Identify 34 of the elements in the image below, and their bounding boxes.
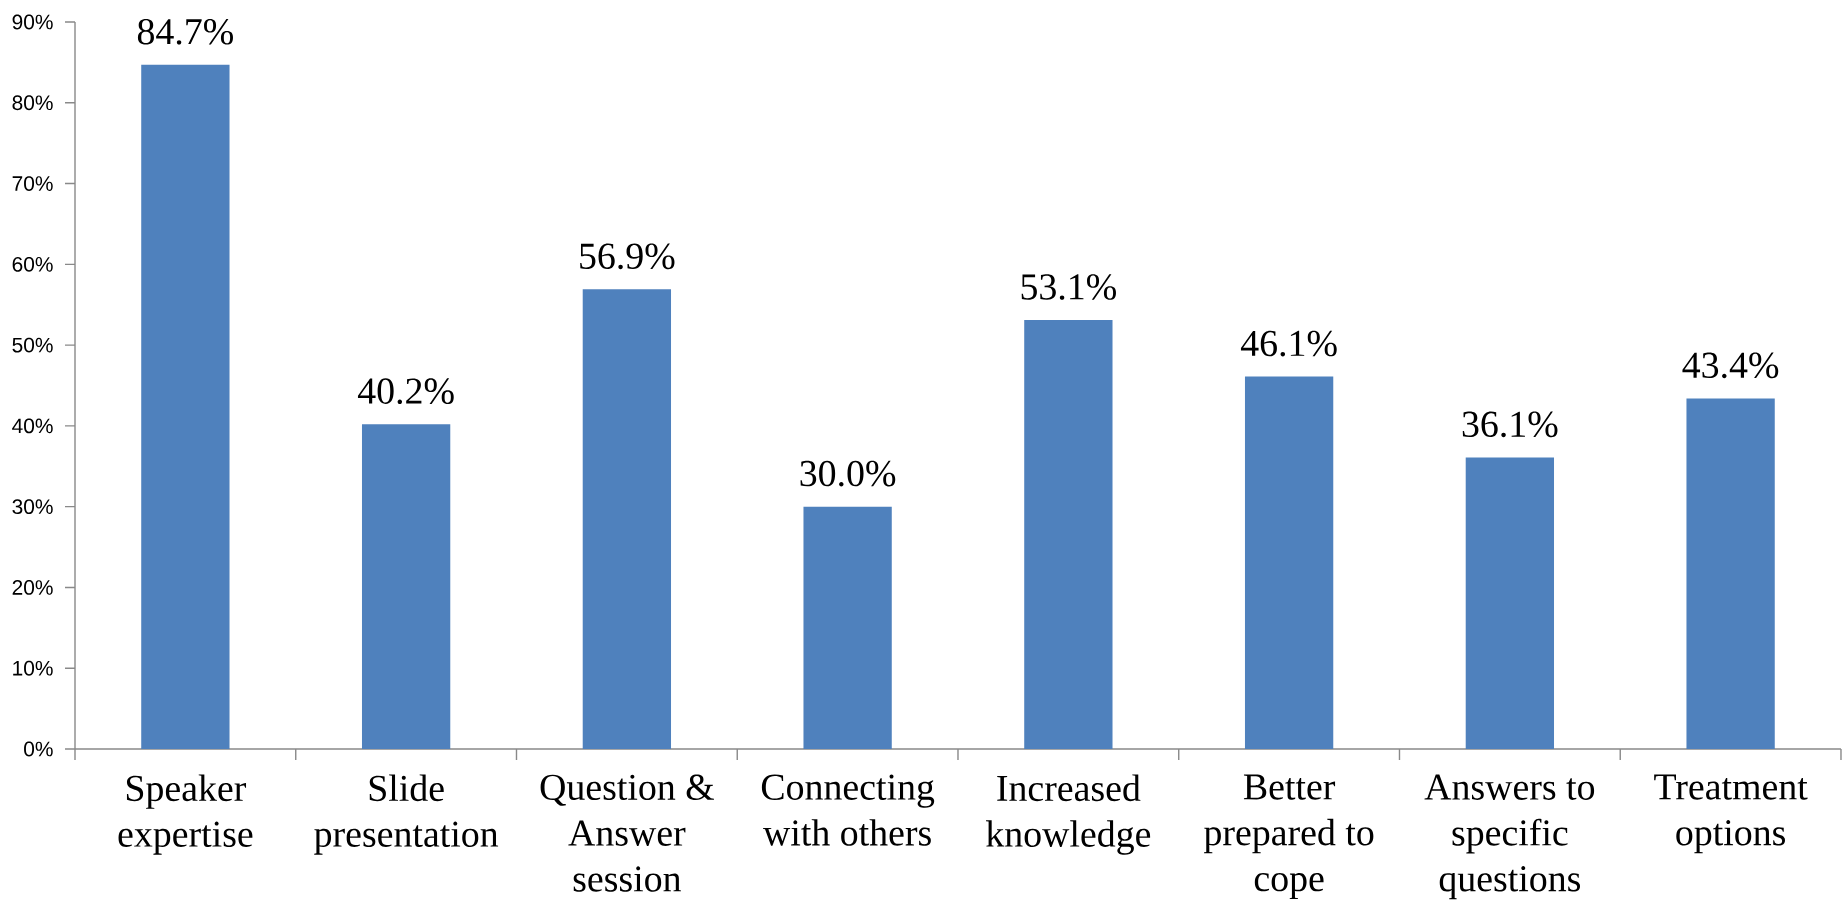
- x-tick-label: Increased knowledge: [986, 774, 1151, 855]
- data-label: 36.1%: [1462, 411, 1558, 438]
- x-tick-label: Better prepared to cope: [1204, 774, 1374, 900]
- y-tick-label: 0%: [24, 741, 53, 757]
- y-tick-label: 50%: [12, 337, 53, 353]
- y-tick-label: 60%: [12, 256, 53, 272]
- x-tick-label: Slide presentation: [314, 774, 499, 855]
- y-tick-label: 40%: [12, 418, 53, 434]
- bar: [582, 289, 672, 749]
- x-tick-label: Treatment options: [1654, 774, 1808, 854]
- y-tick-label: 80%: [12, 95, 53, 111]
- bar: [803, 506, 892, 749]
- y-tick-label: 10%: [13, 660, 53, 676]
- bar: [141, 64, 230, 749]
- data-label: 46.1%: [1240, 330, 1337, 357]
- x-tick-label: Question & Answer session: [540, 774, 714, 892]
- data-label: 40.2%: [357, 378, 454, 405]
- data-label: 43.4%: [1682, 352, 1779, 379]
- x-tick-label: Connecting with others: [761, 774, 935, 846]
- x-tick-label: Speaker expertise: [118, 774, 253, 855]
- y-tick-label: 20%: [12, 580, 53, 595]
- bar: [361, 424, 451, 749]
- bar: [1244, 376, 1334, 749]
- y-tick-label: 90%: [12, 14, 53, 30]
- y-tick-label: 30%: [12, 499, 53, 515]
- data-label: 84.7%: [137, 18, 233, 45]
- bar: [1465, 457, 1555, 749]
- bar: [1024, 320, 1113, 749]
- bar: [1686, 398, 1775, 749]
- y-tick-label: 70%: [12, 176, 53, 191]
- data-label: 30.0%: [800, 460, 896, 487]
- data-label: 56.9%: [580, 243, 675, 270]
- data-label: 53.1%: [1021, 274, 1116, 300]
- x-tick-label: Answers to specific questions: [1424, 774, 1595, 900]
